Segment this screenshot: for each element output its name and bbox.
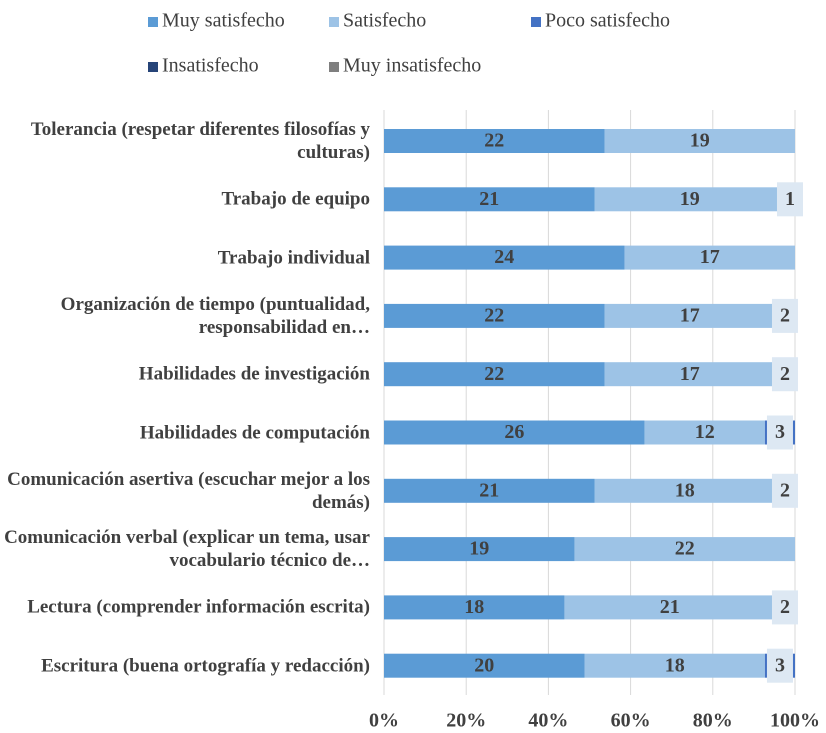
bar-segment [384, 420, 645, 445]
category-label: Comunicación verbal (explicar un tema, u… [4, 527, 370, 572]
data-label: 21 [660, 596, 680, 618]
data-label: 18 [464, 596, 484, 618]
bar-segment [384, 129, 605, 153]
bar-segment [564, 595, 775, 620]
bar-segment [384, 537, 575, 562]
data-label: 20 [474, 654, 494, 676]
category-label: Tolerancia (respetar diferentes filosofí… [30, 119, 370, 163]
bar-segment [594, 187, 785, 212]
bar-segment [604, 129, 795, 153]
data-label: 18 [665, 654, 685, 676]
bar-segment [384, 245, 625, 270]
bar-segment [384, 362, 605, 387]
data-label: 22 [675, 538, 695, 560]
x-tick-label: 0% [369, 710, 399, 732]
data-label: 19 [690, 130, 710, 152]
legend-label: Muy insatisfecho [343, 55, 481, 77]
label-box [776, 182, 803, 217]
data-label: 2 [780, 596, 790, 618]
category-label: Habilidades de investigación [138, 363, 370, 385]
category-label: Trabajo de equipo [221, 188, 370, 210]
data-label: 26 [504, 421, 524, 443]
label-box [771, 298, 798, 333]
legend-label: Poco satisfecho [545, 10, 670, 32]
label-box [771, 473, 798, 508]
category-label: Escritura (buena ortografía y redacción) [41, 655, 370, 677]
data-label: 18 [675, 479, 695, 501]
data-label: 19 [469, 538, 489, 560]
bar-segment [574, 537, 795, 562]
data-label: 1 [785, 188, 795, 210]
data-label: 12 [695, 421, 715, 443]
x-tick-label: 100% [770, 710, 820, 732]
data-label: 2 [780, 304, 790, 326]
label-box [771, 590, 798, 625]
data-label: 3 [775, 421, 785, 443]
category-label: Lectura (comprender información escrita) [27, 596, 370, 618]
bar-segment [644, 420, 765, 445]
data-label: 3 [775, 654, 785, 676]
legend-label: Muy satisfecho [162, 10, 285, 32]
bar-segment [384, 595, 565, 620]
data-label: 17 [680, 363, 700, 385]
label-box [771, 357, 798, 392]
label-box [766, 648, 793, 683]
legend-swatch [329, 17, 339, 27]
data-label: 21 [479, 188, 499, 210]
data-label: 19 [680, 188, 700, 210]
legend-label: Insatisfecho [162, 55, 259, 77]
category-label: Habilidades de computación [139, 422, 370, 443]
data-label: 2 [780, 479, 790, 501]
category-label: Organización de tiempo (puntualidad, res… [60, 293, 370, 338]
legend-swatch [531, 17, 541, 27]
x-tick-label: 60% [611, 710, 651, 732]
bar-segment [624, 245, 795, 270]
data-label: 17 [700, 246, 720, 268]
bar-segment [384, 303, 605, 328]
bar-segment [584, 653, 765, 678]
data-label: 2 [780, 363, 790, 385]
x-tick-label: 40% [528, 710, 568, 732]
legend-swatch [148, 62, 158, 72]
x-tick-label: 80% [693, 710, 733, 732]
data-label: 21 [479, 479, 499, 501]
category-label: Comunicación asertiva (escuchar mejor a … [7, 468, 370, 513]
bar-segment [594, 478, 775, 503]
legend-swatch [329, 62, 339, 72]
legend-label: Satisfecho [343, 10, 426, 32]
x-tick-label: 20% [446, 710, 486, 732]
bar-segment [604, 303, 775, 328]
data-label: 22 [484, 130, 504, 152]
data-label: 24 [494, 246, 514, 268]
data-label: 17 [680, 304, 700, 326]
bar-segment [384, 478, 595, 503]
bar-segment [384, 653, 585, 678]
bar-segment [604, 362, 775, 387]
label-box [766, 415, 793, 450]
data-label: 22 [484, 363, 504, 385]
bar-segment [384, 187, 595, 212]
data-label: 22 [484, 304, 504, 326]
legend-swatch [148, 17, 158, 27]
category-label: Trabajo individual [217, 247, 370, 269]
